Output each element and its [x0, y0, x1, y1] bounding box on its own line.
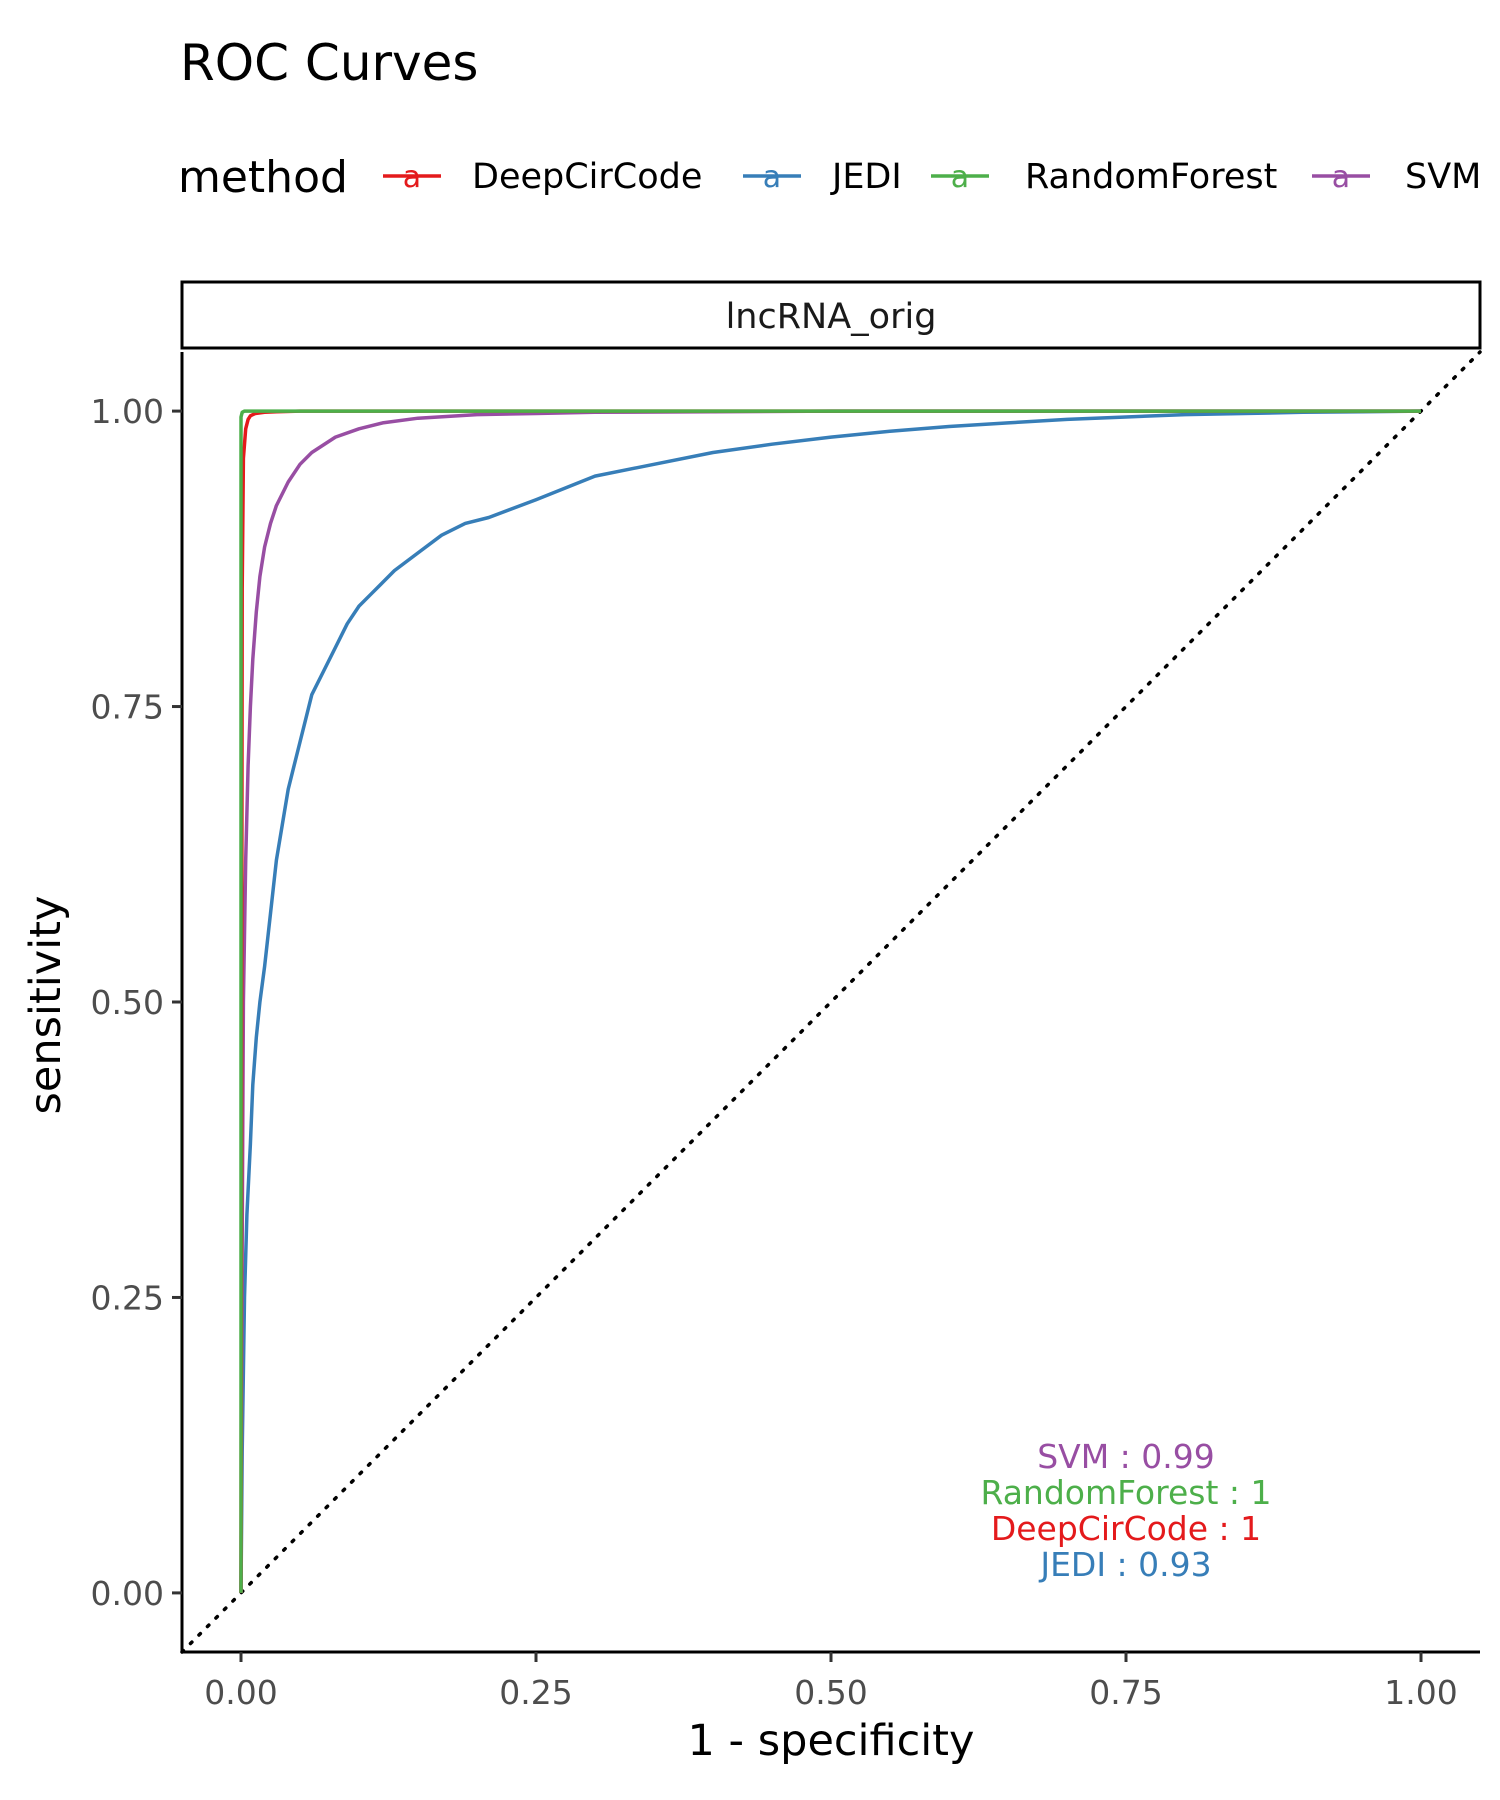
auc-label: RandomForest : 1	[981, 1473, 1272, 1512]
legend-label: JEDI	[830, 157, 902, 197]
chart-title: ROC Curves	[180, 34, 478, 92]
facet-label: lncRNA_orig	[726, 297, 937, 337]
legend-label: RandomForest	[1025, 157, 1277, 197]
legend-entries: a DeepCirCode a JEDI a RandomForest a SVM	[383, 157, 1481, 197]
y-tick-label: 0.75	[91, 688, 164, 727]
legend: method a DeepCirCode a JEDI a RandomForest a SV…	[178, 152, 1481, 203]
y-tick-label: 1.00	[91, 392, 164, 431]
legend-key-glyph: a	[763, 160, 781, 195]
legend-label: SVM	[1405, 157, 1481, 197]
legend-title: method	[178, 152, 348, 203]
x-axis-label: 1 - specificity	[688, 1716, 975, 1766]
legend-entry: a RandomForest	[931, 157, 1277, 197]
x-tick-label: 0.75	[1089, 1673, 1162, 1712]
legend-entry: a DeepCirCode	[383, 157, 702, 197]
auc-label: DeepCirCode : 1	[991, 1509, 1261, 1548]
legend-key-glyph: a	[951, 160, 969, 195]
auc-label: JEDI : 0.93	[1038, 1545, 1211, 1584]
facet-strip: lncRNA_orig	[180, 280, 1482, 350]
axes-layer: 0.00 0.25 0.50 0.75 1.00 0.00 0.25 0.50 0.75 1.00	[91, 352, 1480, 1712]
legend-label: DeepCirCode	[472, 157, 702, 197]
x-tick-label: 1.00	[1384, 1673, 1457, 1712]
series-line-randomforest	[239, 409, 1421, 1593]
legend-entry: a JEDI	[743, 157, 902, 197]
facet-strip-box	[180, 280, 1482, 350]
auc-label: SVM : 0.99	[1037, 1437, 1215, 1476]
y-tick-label: 0.00	[91, 1574, 164, 1613]
series-layer	[180, 350, 1482, 1654]
series-line-jedi	[239, 409, 1422, 1593]
x-tick-label: 0.00	[204, 1673, 277, 1712]
plot-panel: 0.00 0.25 0.50 0.75 1.00 0.00 0.25 0.50 0.75 1.00…	[91, 350, 1482, 1712]
y-tick-label: 0.50	[91, 983, 164, 1022]
y-tick-label: 0.25	[91, 1278, 164, 1317]
x-tick-label: 0.50	[794, 1673, 867, 1712]
x-tick-label: 0.25	[499, 1673, 572, 1712]
reference-diagonal-line	[180, 350, 1482, 1654]
legend-key-glyph: a	[1332, 160, 1350, 195]
legend-entry: a SVM	[1312, 157, 1481, 197]
y-axis-label: sensitivity	[21, 896, 71, 1115]
legend-key-glyph: a	[403, 160, 421, 195]
